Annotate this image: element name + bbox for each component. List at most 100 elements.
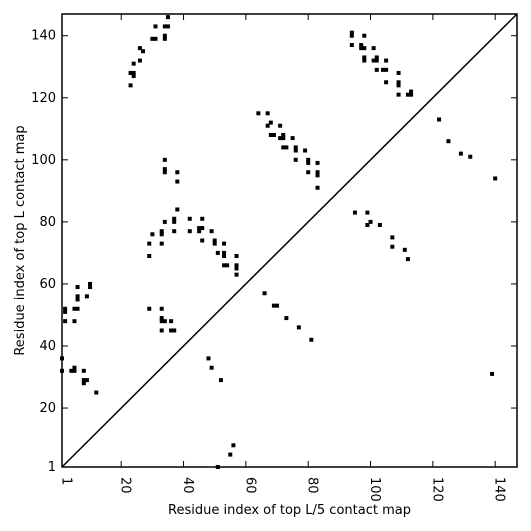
contact-point-upper bbox=[131, 61, 136, 66]
x-tick-label: 120 bbox=[429, 477, 444, 502]
contact-point-lower bbox=[209, 229, 214, 234]
contact-point-lower bbox=[172, 216, 177, 221]
plot-frame bbox=[61, 13, 518, 468]
contact-point-lower bbox=[72, 368, 77, 373]
contact-point-lower bbox=[94, 390, 99, 395]
contact-point-lower bbox=[234, 272, 239, 277]
contact-point-lower bbox=[75, 306, 80, 311]
contact-point-lower bbox=[159, 229, 164, 234]
contact-point-upper bbox=[315, 185, 320, 190]
contact-point-lower bbox=[159, 232, 164, 237]
contact-point-lower bbox=[234, 263, 239, 268]
contact-point-lower bbox=[390, 244, 395, 249]
contact-point-upper bbox=[405, 92, 410, 97]
contact-point-upper bbox=[380, 67, 385, 72]
contact-point-lower bbox=[197, 229, 202, 234]
contact-point-lower bbox=[75, 294, 80, 299]
contact-point-upper bbox=[162, 157, 167, 162]
contact-point-lower bbox=[159, 241, 164, 246]
contact-point-upper bbox=[315, 173, 320, 178]
contact-point-lower bbox=[234, 266, 239, 271]
y-tick-label: 20 bbox=[39, 401, 56, 416]
contact-point-upper bbox=[396, 92, 401, 97]
x-tick-label: 1 bbox=[59, 477, 74, 485]
contact-point-upper bbox=[493, 176, 498, 181]
contact-point-lower bbox=[390, 235, 395, 240]
contact-point-lower bbox=[231, 443, 236, 448]
contact-point-upper bbox=[384, 67, 389, 72]
contact-point-upper bbox=[153, 24, 158, 29]
contact-point-upper bbox=[165, 24, 170, 29]
contact-point-lower bbox=[159, 316, 164, 321]
contact-point-upper bbox=[165, 15, 170, 20]
contact-point-upper bbox=[150, 36, 155, 41]
diagonal-line bbox=[61, 13, 518, 468]
contact-point-upper bbox=[349, 33, 354, 38]
contact-point-upper bbox=[306, 160, 311, 165]
contact-point-upper bbox=[359, 43, 364, 48]
y-tick-label: 120 bbox=[31, 91, 56, 106]
contact-point-lower bbox=[63, 306, 68, 311]
y-tick-label: 1 bbox=[48, 460, 56, 475]
contact-point-lower bbox=[368, 219, 373, 224]
contact-point-lower bbox=[187, 216, 192, 221]
contact-point-lower bbox=[75, 297, 80, 302]
contact-point-upper bbox=[359, 46, 364, 51]
contact-point-upper bbox=[396, 80, 401, 85]
contact-point-lower bbox=[402, 247, 407, 252]
contact-point-lower bbox=[206, 356, 211, 361]
y-axis-label: Residue index of top L contact map bbox=[13, 125, 28, 355]
contact-point-upper bbox=[293, 157, 298, 162]
contact-point-upper bbox=[162, 24, 167, 29]
contact-point-upper bbox=[362, 58, 367, 63]
contact-point-lower bbox=[222, 250, 227, 255]
x-tick-labels: 1 20 40 60 80 100 120 140 bbox=[59, 477, 507, 502]
contact-point-lower bbox=[377, 222, 382, 227]
contact-point-upper bbox=[265, 111, 270, 116]
contact-point-upper bbox=[349, 43, 354, 48]
contact-point-lower bbox=[365, 210, 370, 215]
contact-point-upper bbox=[446, 139, 451, 144]
contact-point-upper bbox=[268, 120, 273, 125]
contact-point-lower bbox=[222, 254, 227, 259]
contact-point-lower bbox=[228, 452, 233, 457]
contact-point-upper bbox=[374, 67, 379, 72]
contact-point-upper bbox=[131, 70, 136, 75]
contact-point-upper bbox=[153, 36, 158, 41]
contact-point-lower bbox=[162, 319, 167, 324]
contact-point-lower bbox=[63, 319, 68, 324]
contact-point-lower bbox=[197, 226, 202, 231]
contact-point-lower bbox=[218, 378, 223, 383]
contact-point-upper bbox=[315, 160, 320, 165]
contact-point-lower bbox=[75, 285, 80, 290]
contact-point-lower bbox=[200, 238, 205, 243]
contact-point-lower bbox=[222, 241, 227, 246]
contact-point-lower bbox=[215, 250, 220, 255]
contact-point-lower bbox=[222, 263, 227, 268]
contact-point-upper bbox=[362, 55, 367, 60]
contact-point-lower bbox=[72, 306, 77, 311]
contact-point-lower bbox=[84, 294, 89, 299]
x-tick-label: 80 bbox=[305, 477, 320, 494]
contact-point-lower bbox=[262, 291, 267, 296]
contact-point-lower bbox=[212, 241, 217, 246]
contact-point-upper bbox=[409, 89, 414, 94]
contact-point-lower bbox=[147, 254, 152, 259]
contact-point-lower bbox=[275, 303, 280, 308]
contact-point-upper bbox=[268, 133, 273, 138]
contact-point-lower bbox=[200, 216, 205, 221]
contact-point-lower bbox=[147, 241, 152, 246]
y-tick-label: 60 bbox=[39, 277, 56, 292]
contact-point-lower bbox=[172, 328, 177, 333]
contact-point-upper bbox=[162, 167, 167, 172]
contact-points bbox=[60, 15, 498, 469]
contact-point-upper bbox=[384, 58, 389, 63]
contact-point-upper bbox=[315, 170, 320, 175]
contact-point-upper bbox=[141, 49, 146, 54]
contact-point-upper bbox=[128, 70, 133, 75]
contact-point-lower bbox=[69, 368, 74, 373]
contact-point-upper bbox=[281, 145, 286, 150]
contact-point-lower bbox=[212, 238, 217, 243]
contact-point-upper bbox=[162, 33, 167, 38]
contact-point-upper bbox=[131, 74, 136, 79]
